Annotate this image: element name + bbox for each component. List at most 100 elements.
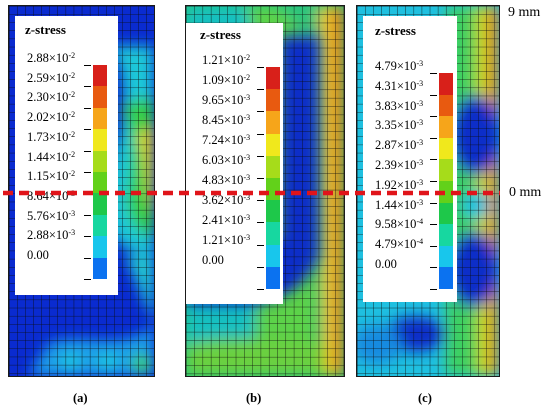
legend-tick-label: 5.76×10-3 xyxy=(27,209,75,223)
tick-times-sign: ×10 xyxy=(396,59,417,73)
tick-exponent: -3 xyxy=(243,233,251,242)
tick-exponent: -3 xyxy=(416,138,424,148)
tick-mantissa: 2.41 xyxy=(202,213,224,227)
legend-tick-label: 3.83×10-3 xyxy=(375,99,423,113)
tick-exponent: -2 xyxy=(68,129,76,139)
legend-title-c: z-stress xyxy=(375,23,416,38)
legend-tick-mark xyxy=(430,73,437,74)
tick-exponent: -3 xyxy=(243,93,251,102)
tick-times-sign: ×10 xyxy=(396,217,417,232)
color-segment xyxy=(439,181,453,204)
legend-tick-mark xyxy=(84,107,91,109)
tick-times-sign: ×10 xyxy=(396,138,417,153)
color-segment xyxy=(93,236,107,259)
caption-a: (a) xyxy=(73,391,88,405)
legend-tick-mark xyxy=(84,172,91,173)
tick-mantissa: 2.88 xyxy=(27,228,49,243)
legend-tick-mark xyxy=(84,214,91,216)
tick-exponent: -3 xyxy=(243,113,251,122)
legend-title-a: z-stress xyxy=(25,22,66,37)
legend-tick-label: 9.58×10-4 xyxy=(375,217,423,231)
tick-exponent: -3 xyxy=(416,78,424,88)
legend-tick-label: 4.83×10-3 xyxy=(202,173,250,187)
legend-tick-label: 2.88×10-3 xyxy=(27,228,75,242)
color-segment xyxy=(439,116,453,139)
legend-tick-mark xyxy=(257,111,264,113)
tick-exponent: -3 xyxy=(416,118,424,128)
legend-tick-mark xyxy=(430,202,437,204)
legend-tick-label: 2.39×10-3 xyxy=(375,158,423,172)
tick-exponent: -3 xyxy=(416,98,424,108)
legend-tick-label: 1.73×10-2 xyxy=(27,130,75,144)
color-segment xyxy=(439,245,453,268)
legend-tick-label: 2.88×10-2 xyxy=(27,51,75,65)
legend-tick-mark xyxy=(84,257,91,259)
tick-times-sign: ×10 xyxy=(48,169,69,184)
tick-exponent: -3 xyxy=(243,213,251,222)
color-segment xyxy=(266,222,280,246)
tick-times-sign: ×10 xyxy=(396,177,417,192)
legend-tick-label: 1.92×10-3 xyxy=(375,178,423,192)
tick-mantissa: 9.65 xyxy=(202,93,224,107)
tick-exponent: -2 xyxy=(68,70,76,80)
legend-tick-mark xyxy=(430,224,437,226)
legend-tick-label: 2.02×10-2 xyxy=(27,110,75,124)
tick-times-sign: ×10 xyxy=(223,73,244,87)
legend-tick-label: 2.41×10-3 xyxy=(202,213,250,227)
color-segment xyxy=(93,257,107,280)
contour-panel-c: z-stress 4.79×10-3 4.31×10-3 3.83×10-3 3.35… xyxy=(356,5,500,377)
tick-mantissa: 1.73 xyxy=(27,129,49,144)
tick-mantissa: 2.02 xyxy=(27,110,49,125)
tick-times-sign: ×10 xyxy=(223,213,244,227)
legend-tick-mark xyxy=(257,178,264,179)
legend-title-b: z-stress xyxy=(200,27,241,42)
legend-tick-mark xyxy=(84,279,91,280)
tick-times-sign: ×10 xyxy=(223,233,244,247)
tick-exponent: -3 xyxy=(243,173,251,182)
tick-mantissa: 4.31 xyxy=(375,78,397,93)
color-segment xyxy=(93,150,107,173)
axis-label-top: 9 mm xyxy=(508,5,541,20)
tick-mantissa: 7.24 xyxy=(202,133,224,147)
color-segment xyxy=(266,155,280,179)
tick-times-sign: ×10 xyxy=(223,173,244,187)
legend-box-a: z-stress 2.88×10-2 2.59×10-2 2.30×10-2 2.02… xyxy=(15,16,118,295)
color-segment xyxy=(439,202,453,225)
tick-times-sign: ×10 xyxy=(48,90,69,105)
legend-tick-label: 6.03×10-3 xyxy=(202,153,250,167)
legend-tick-mark xyxy=(84,150,91,152)
tick-exponent: -3 xyxy=(243,193,251,202)
color-segment xyxy=(266,178,280,201)
legend-tick-mark xyxy=(257,155,264,157)
tick-mantissa: 2.87 xyxy=(375,138,397,153)
legend-tick-mark xyxy=(430,137,437,139)
tick-exponent: -4 xyxy=(416,217,424,227)
tick-mantissa: 4.79 xyxy=(375,237,397,252)
color-segment xyxy=(439,267,453,290)
tick-exponent: -3 xyxy=(416,158,424,167)
legend-tick-mark xyxy=(430,267,437,269)
legend-tick-mark xyxy=(84,65,91,66)
tick-mantissa: 0.00 xyxy=(202,253,224,267)
tick-mantissa: 0.00 xyxy=(27,248,49,262)
tick-exponent: -3 xyxy=(243,153,251,162)
tick-mantissa: 6.03 xyxy=(202,153,224,167)
tick-mantissa: 0.00 xyxy=(375,257,397,271)
legend-tick-label: 2.59×10-2 xyxy=(27,71,75,85)
legend-tick-mark xyxy=(84,86,91,88)
legend-tick-mark xyxy=(84,129,91,131)
legend-tick-mark xyxy=(257,200,264,202)
color-segment xyxy=(93,129,107,152)
color-segment xyxy=(93,214,107,237)
tick-mantissa: 3.62 xyxy=(202,193,224,207)
color-segment xyxy=(266,244,280,268)
tick-mantissa: 2.39 xyxy=(375,158,397,172)
tick-mantissa: 1.21 xyxy=(202,233,224,247)
caption-b: (b) xyxy=(246,391,262,405)
legend-tick-mark xyxy=(257,289,264,290)
color-segment xyxy=(266,133,280,157)
legend-tick-label: 0.00 xyxy=(375,257,397,271)
tick-exponent: -2 xyxy=(68,169,76,179)
tick-times-sign: ×10 xyxy=(223,113,244,127)
legend-tick-mark xyxy=(430,245,437,247)
